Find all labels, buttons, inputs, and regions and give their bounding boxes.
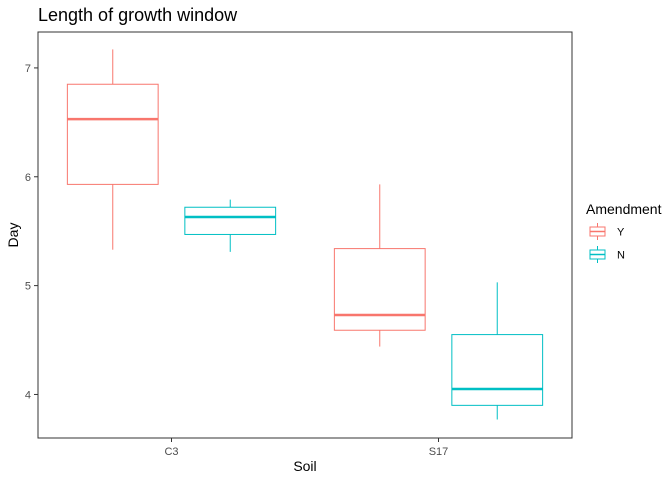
box-iqr: [333, 248, 426, 331]
x-tick-label: S17: [429, 446, 449, 458]
y-axis-title: Day: [5, 223, 21, 248]
x-tick-label: C3: [164, 446, 178, 458]
legend-label: N: [617, 250, 625, 262]
box-marks: [66, 49, 544, 420]
legend: Amendment YN: [586, 201, 662, 263]
x-axis: C3 S17: [164, 438, 448, 458]
legend-label: Y: [617, 227, 625, 239]
box-N-S17: [451, 282, 544, 420]
legend-item-Y: Y: [589, 223, 625, 240]
box-Y-C3: [66, 49, 159, 250]
y-axis: 4 5 6 7: [25, 63, 38, 401]
box-iqr: [451, 334, 544, 406]
y-tick-label: 6: [25, 172, 31, 184]
box-iqr: [184, 206, 277, 235]
legend-title: Amendment: [586, 201, 662, 217]
box-N-C3: [184, 199, 277, 252]
y-tick-label: 5: [25, 281, 31, 293]
x-axis-title: Soil: [293, 458, 316, 474]
y-tick-label: 4: [25, 389, 31, 401]
y-tick-label: 7: [25, 63, 31, 75]
chart-title: Length of growth window: [38, 5, 238, 25]
box-iqr: [66, 83, 159, 185]
legend-item-N: N: [589, 246, 625, 263]
box-Y-S17: [333, 184, 426, 347]
